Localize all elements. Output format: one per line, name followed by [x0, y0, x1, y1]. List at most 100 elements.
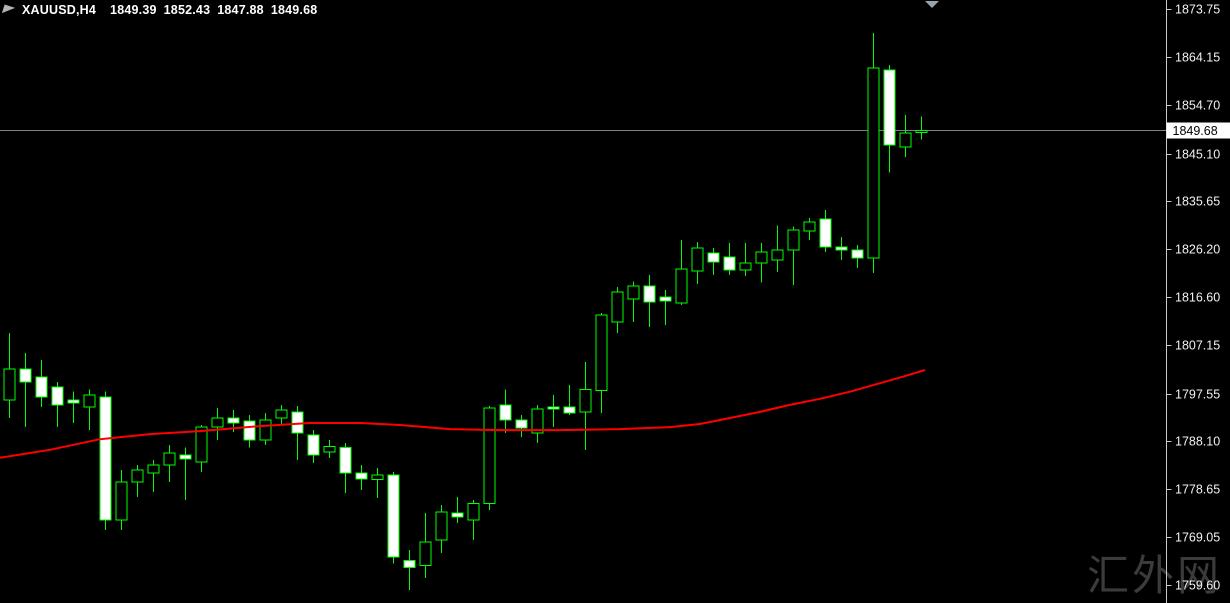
candle — [723, 242, 736, 276]
candle-body-bull — [867, 67, 880, 259]
candle-body-bear — [851, 249, 864, 259]
y-axis-tick-label: 1845.10 — [1175, 148, 1220, 162]
candle — [339, 443, 352, 494]
candle-body-bear — [403, 559, 416, 568]
candle-body-bear — [339, 447, 352, 474]
candle-body-bear — [563, 406, 576, 414]
candles — [3, 32, 928, 591]
candle — [83, 389, 96, 431]
y-axis-tick-label: 1854.70 — [1175, 99, 1220, 113]
candle — [291, 405, 304, 460]
candle — [771, 225, 784, 273]
candle — [275, 404, 288, 426]
candle-body-bull — [275, 409, 288, 419]
candle-body-bull — [371, 474, 384, 481]
candle-body-bear — [35, 376, 48, 398]
candle-body-bull — [3, 368, 16, 401]
candle-body-bear — [835, 246, 848, 251]
candle — [499, 389, 512, 434]
candle-body-bull — [595, 314, 608, 392]
candle — [51, 382, 64, 428]
candle — [131, 464, 144, 498]
candle — [371, 467, 384, 499]
candle — [739, 242, 752, 277]
candle-body-bull — [627, 285, 640, 300]
candle — [387, 471, 400, 564]
y-axis-tick-label: 1807.15 — [1175, 339, 1220, 353]
candle — [755, 242, 768, 283]
candle-body-bear — [179, 454, 192, 460]
quote-header: XAUUSD,H4 1849.39 1852.43 1847.88 1849.6… — [1, 3, 324, 17]
candle — [243, 414, 256, 448]
candle-body-bear — [387, 474, 400, 558]
candle — [659, 289, 672, 326]
ohlc-open: 1849.39 — [110, 3, 157, 17]
candle-body-bear — [547, 406, 560, 410]
candle — [115, 469, 128, 530]
candle-body-bull — [531, 408, 544, 434]
ohlc-high: 1852.43 — [163, 3, 211, 17]
candle — [899, 115, 912, 158]
candle-body-bull — [915, 129, 928, 133]
candle-body-bear — [659, 296, 672, 302]
y-axis-tick-label: 1788.10 — [1175, 435, 1220, 449]
candle — [179, 447, 192, 501]
candle-body-bear — [819, 218, 832, 248]
candle-body-bull — [131, 469, 144, 483]
chart-shift-marker-icon — [925, 1, 939, 8]
candle — [355, 464, 368, 491]
candle — [595, 313, 608, 413]
candle — [707, 247, 720, 276]
candle-body-bull — [435, 511, 448, 541]
price-axis[interactable]: 1873.75 1864.15 1854.70 1845.10 1835.65 1826.… — [1166, 0, 1221, 603]
candle-body-bull — [579, 389, 592, 413]
candle — [435, 504, 448, 554]
candle-body-bull — [115, 481, 128, 521]
candle-body-bull — [259, 419, 272, 441]
candle — [851, 244, 864, 269]
candle-body-bear — [355, 472, 368, 480]
candle — [579, 361, 592, 450]
candle-body-bull — [899, 132, 912, 148]
candle-body-bear — [707, 252, 720, 263]
candle-body-bear — [227, 417, 240, 424]
candle — [99, 391, 112, 530]
candle-body-bull — [675, 268, 688, 304]
candle — [675, 239, 688, 305]
candle — [195, 425, 208, 472]
y-axis-tick-label: 1873.75 — [1175, 3, 1220, 17]
candle — [467, 500, 480, 541]
y-axis-tick-label: 1835.65 — [1175, 195, 1220, 209]
candle-body-bull — [611, 291, 624, 323]
candle — [323, 440, 336, 458]
watermark: 汇外网 — [1086, 552, 1222, 599]
candle-body-bear — [451, 512, 464, 518]
candle — [67, 391, 80, 424]
candle-body-bear — [515, 419, 528, 429]
candle — [643, 275, 656, 328]
current-price-label-text: 1849.68 — [1173, 124, 1218, 138]
y-axis-tick-label: 1769.05 — [1175, 531, 1220, 545]
current-price-label: 1849.68 — [1166, 122, 1230, 139]
y-axis-tick-label: 1797.55 — [1175, 388, 1220, 402]
candle — [883, 64, 896, 173]
ohlc-close: 1849.68 — [270, 3, 318, 17]
candle — [627, 281, 640, 323]
candle — [867, 32, 880, 274]
candle-body-bull — [467, 502, 480, 521]
candle-body-bear — [51, 386, 64, 406]
candle-body-bear — [67, 399, 80, 404]
candle — [163, 445, 176, 483]
candle — [419, 512, 432, 578]
candle-body-bull — [787, 229, 800, 251]
candle-body-bull — [739, 262, 752, 271]
candle — [915, 116, 928, 140]
candle-body-bull — [691, 247, 704, 272]
candle-body-bear — [499, 404, 512, 421]
candle-body-bear — [99, 396, 112, 521]
candle — [35, 359, 48, 407]
candle-body-bull — [163, 452, 176, 466]
candle — [515, 414, 528, 438]
